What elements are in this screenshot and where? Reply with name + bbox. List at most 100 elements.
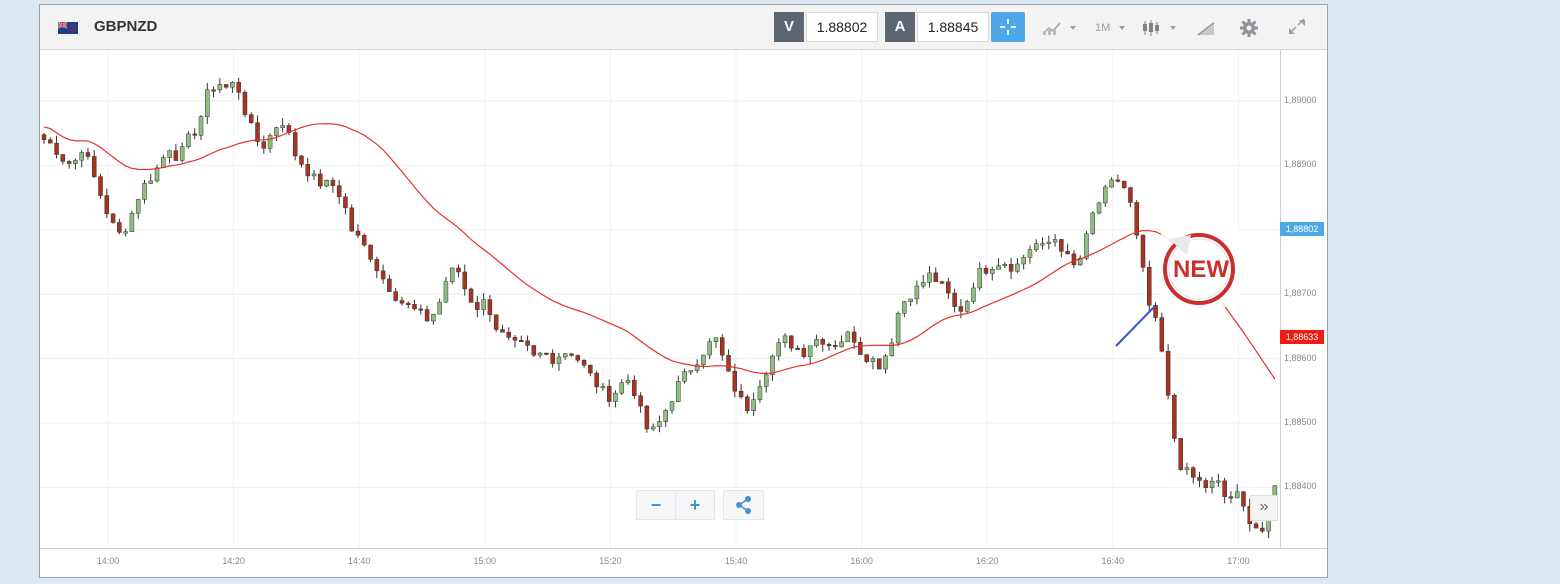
candle-down	[424, 309, 430, 322]
candle-up	[1052, 239, 1058, 243]
candle-up	[713, 337, 719, 342]
y-tick-label: 1,89000	[1284, 95, 1317, 105]
candle-up	[996, 265, 1001, 270]
draw-button[interactable]	[1194, 17, 1220, 39]
candle-up	[650, 426, 656, 430]
candle-down	[305, 164, 311, 177]
candle-down	[606, 386, 612, 402]
ask-price[interactable]: 1.88845	[917, 12, 989, 42]
bid-price[interactable]: 1.88802	[806, 12, 878, 42]
candle-down	[1008, 264, 1014, 272]
crosshair-button[interactable]	[991, 12, 1025, 42]
y-tick-label: 1,88700	[1284, 288, 1317, 299]
price-chart[interactable]	[40, 50, 1327, 548]
candle-down	[575, 355, 581, 361]
candle-up	[142, 183, 147, 200]
candle-down	[456, 267, 461, 273]
candle-down	[355, 230, 361, 236]
candle-up	[562, 353, 568, 358]
candle-down	[525, 340, 530, 346]
candle-up	[154, 167, 160, 182]
candle-down	[117, 222, 122, 233]
candle-down	[851, 331, 857, 343]
candle-down	[506, 331, 511, 338]
x-tick-label: 16:40	[1101, 556, 1125, 566]
candle-up	[908, 298, 913, 302]
candle-down	[588, 364, 593, 374]
chart-type-button[interactable]	[1040, 17, 1080, 39]
candle-down	[500, 329, 505, 333]
ma-price-tag: 1,88633	[1280, 330, 1324, 345]
candle-up	[682, 371, 687, 382]
candle-down	[1260, 527, 1265, 532]
candle-down	[581, 359, 587, 366]
candle-down	[876, 358, 882, 370]
candle-down	[820, 339, 825, 345]
candle-down	[933, 272, 939, 282]
x-axis-line	[40, 548, 1327, 549]
candle-up	[324, 180, 329, 187]
candle-down	[91, 156, 97, 177]
candle-up	[1027, 249, 1033, 258]
candle-up	[179, 146, 185, 161]
candle-down	[569, 353, 574, 356]
candle-up	[807, 345, 813, 358]
candle-up	[556, 356, 562, 364]
timeframe-dropdown[interactable]: 1M	[1095, 17, 1131, 39]
candle-up	[1021, 257, 1026, 265]
candle-up	[311, 173, 317, 177]
candle-up	[1184, 467, 1190, 470]
draw-icon	[1197, 22, 1215, 36]
candles	[41, 77, 1278, 539]
uk-nz-flag-icon	[58, 22, 78, 34]
share-button[interactable]	[723, 490, 764, 520]
candle-down	[362, 235, 367, 246]
candle-up	[927, 272, 932, 283]
candle-down	[1222, 480, 1227, 497]
candle-up	[782, 335, 788, 344]
candle-up	[1103, 186, 1108, 204]
candle-down	[1228, 496, 1234, 499]
candle-up	[280, 125, 285, 128]
chevron-down-icon	[1170, 26, 1176, 30]
candle-up	[1090, 212, 1096, 235]
y-tick-label: 1,88600	[1284, 352, 1317, 363]
candle-up	[625, 379, 631, 383]
candle-down	[299, 155, 304, 165]
candle-down	[104, 195, 110, 215]
candle-down	[418, 308, 424, 311]
candle-down	[368, 244, 373, 260]
candle-up	[964, 301, 970, 312]
fullscreen-icon	[1289, 18, 1305, 34]
candle-down	[1190, 467, 1196, 478]
y-tick-label: 1,88900	[1284, 159, 1317, 170]
candle-down	[519, 340, 524, 343]
candle-up	[657, 421, 662, 428]
candle-up	[217, 84, 223, 91]
x-tick-label: 15:20	[599, 556, 622, 566]
candle-down	[864, 354, 869, 362]
zoom-out-button[interactable]: −	[636, 490, 676, 520]
x-tick-label: 15:00	[473, 556, 497, 566]
candle-down	[1147, 267, 1152, 306]
scroll-right-button[interactable]: »	[1250, 495, 1278, 521]
candle-down	[318, 173, 323, 187]
candle-down	[550, 352, 555, 364]
candles-icon	[1143, 20, 1159, 36]
candle-up	[977, 268, 982, 289]
candle-up	[437, 301, 442, 315]
candle-up	[990, 269, 995, 274]
candles-button[interactable]	[1140, 17, 1180, 39]
candle-down	[54, 142, 59, 155]
candle-down	[833, 344, 838, 348]
candle-up	[663, 410, 668, 422]
zoom-in-button[interactable]: +	[675, 490, 715, 520]
instrument-symbol: GBPNZD	[94, 18, 158, 35]
candle-down	[1172, 394, 1177, 439]
candle-up	[1046, 241, 1052, 244]
candle-up	[1002, 264, 1008, 267]
candle-up	[751, 399, 756, 412]
fullscreen-button[interactable]	[1284, 17, 1310, 39]
candle-up	[123, 231, 128, 234]
settings-button[interactable]	[1236, 17, 1262, 39]
